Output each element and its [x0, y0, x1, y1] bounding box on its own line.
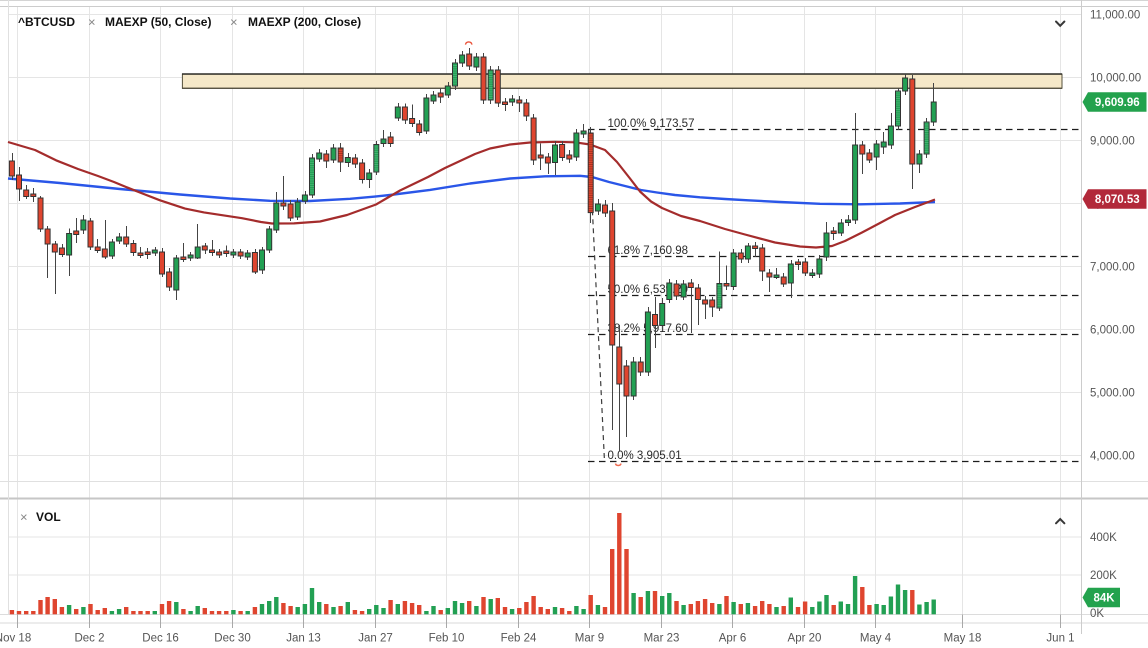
svg-text:8,070.53: 8,070.53	[1095, 194, 1140, 206]
svg-text:4,000.00: 4,000.00	[1090, 451, 1135, 463]
svg-text:84K: 84K	[1093, 593, 1115, 605]
svg-text:Apr 6: Apr 6	[719, 633, 747, 645]
svg-text:0K: 0K	[1090, 608, 1104, 620]
svg-text:×: ×	[230, 15, 238, 30]
svg-text:MAEXP (200, Close): MAEXP (200, Close)	[248, 15, 361, 29]
svg-text:7,000.00: 7,000.00	[1090, 262, 1135, 274]
svg-text:6,000.00: 6,000.00	[1090, 325, 1135, 337]
svg-text:Dec 2: Dec 2	[74, 633, 104, 645]
svg-text:MAEXP (50, Close): MAEXP (50, Close)	[105, 15, 211, 29]
svg-text:400K: 400K	[1090, 532, 1117, 544]
svg-text:Jan 27: Jan 27	[358, 633, 393, 645]
svg-text:Jan 13: Jan 13	[286, 633, 321, 645]
svg-text:11,000.00: 11,000.00	[1090, 10, 1140, 22]
svg-text:0.0% 3,905.01: 0.0% 3,905.01	[608, 450, 682, 462]
svg-text:^BTCUSD: ^BTCUSD	[18, 15, 75, 29]
svg-text:VOL: VOL	[36, 510, 61, 524]
svg-text:9,609.96: 9,609.96	[1095, 97, 1140, 109]
svg-text:Apr 20: Apr 20	[788, 633, 822, 645]
svg-text:9,000.00: 9,000.00	[1090, 136, 1135, 148]
svg-text:Mar 9: Mar 9	[575, 633, 604, 645]
svg-text:61.8% 7,160.98: 61.8% 7,160.98	[608, 245, 689, 257]
svg-text:Jun 1: Jun 1	[1046, 633, 1074, 645]
svg-text:May 18: May 18	[944, 633, 982, 645]
svg-text:Nov 18: Nov 18	[0, 633, 31, 645]
svg-text:×: ×	[20, 510, 28, 525]
svg-text:5,000.00: 5,000.00	[1090, 388, 1135, 400]
svg-text:Feb 10: Feb 10	[429, 633, 465, 645]
svg-text:Dec 16: Dec 16	[142, 633, 178, 645]
svg-text:10,000.00: 10,000.00	[1090, 73, 1141, 85]
svg-text:May 4: May 4	[860, 633, 892, 645]
svg-text:Feb 24: Feb 24	[501, 633, 537, 645]
svg-text:Mar 23: Mar 23	[644, 633, 680, 645]
svg-text:×: ×	[88, 15, 96, 30]
svg-text:100.0% 9,173.57: 100.0% 9,173.57	[608, 118, 695, 130]
svg-text:200K: 200K	[1090, 570, 1117, 582]
svg-text:Dec 30: Dec 30	[214, 633, 250, 645]
